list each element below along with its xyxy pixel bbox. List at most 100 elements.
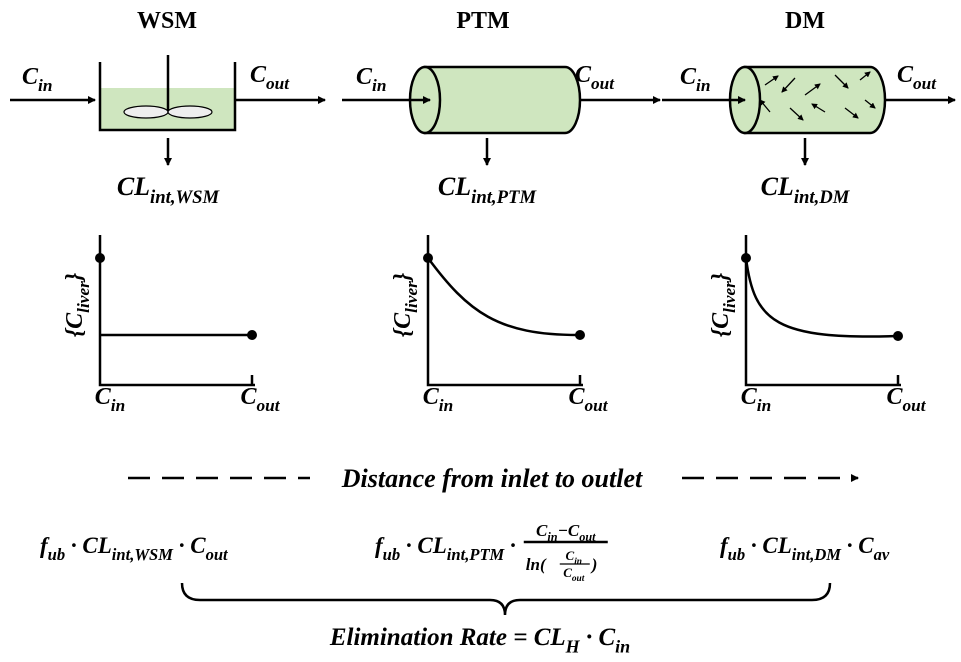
text-main: · CL bbox=[400, 533, 447, 558]
text-main: {C bbox=[390, 312, 416, 337]
axis-caption: Distance from inlet to outlet bbox=[341, 464, 643, 493]
text-main: {C bbox=[708, 312, 734, 337]
text-main: C bbox=[680, 64, 697, 90]
fraction-numerator: Cin−Cout bbox=[536, 521, 596, 544]
text-subscript: in bbox=[615, 637, 630, 657]
brace bbox=[180, 582, 832, 616]
text-subscript: out bbox=[572, 574, 585, 584]
text-subscript: int,PTM bbox=[447, 545, 506, 564]
model-title: PTM bbox=[456, 8, 509, 34]
text-subscript: ub bbox=[728, 545, 745, 564]
y-axis-label: {Cliver} bbox=[62, 272, 93, 337]
rate-formula: fub · CLint,PTM · bbox=[375, 533, 516, 564]
text-main: C bbox=[568, 384, 585, 410]
text-main: CL bbox=[438, 172, 471, 201]
text-main: · C bbox=[173, 533, 206, 558]
text-main: } bbox=[62, 272, 88, 283]
total-formula: Elimination Rate = CLH · Cin bbox=[329, 624, 630, 657]
text-subscript: int,WSM bbox=[112, 545, 174, 564]
text-subscript: int,DM bbox=[794, 187, 851, 208]
clearance-label: CLint,PTM bbox=[438, 172, 538, 208]
text-subscript: int,PTM bbox=[471, 187, 537, 208]
inner-denominator: Cout bbox=[563, 565, 585, 584]
text-subscript: liver bbox=[74, 281, 93, 313]
denominator-prefix: ln( bbox=[526, 555, 547, 574]
text-subscript: in bbox=[547, 530, 557, 544]
text-subscript: av bbox=[874, 545, 890, 564]
text-subscript: int,WSM bbox=[150, 187, 221, 208]
text-subscript: in bbox=[38, 76, 52, 95]
text-subscript: out bbox=[913, 74, 937, 93]
text-subscript: out bbox=[206, 545, 229, 564]
x-end-label: Cout bbox=[568, 384, 608, 415]
text-main: } bbox=[708, 272, 734, 283]
denominator-suffix: ) bbox=[590, 555, 598, 574]
text-subscript: H bbox=[565, 637, 581, 657]
text-subscript: out bbox=[902, 396, 926, 415]
text-main: f bbox=[720, 533, 730, 558]
text-main: C bbox=[536, 521, 548, 540]
text-subscript: out bbox=[266, 74, 290, 93]
text-subscript: in bbox=[111, 396, 125, 415]
graph-axes bbox=[426, 235, 583, 387]
text-main: C bbox=[575, 62, 592, 88]
text-main: C bbox=[741, 384, 758, 410]
text-main: C bbox=[886, 384, 903, 410]
concentration-curve bbox=[744, 257, 899, 338]
text-main: C bbox=[95, 384, 112, 410]
text-subscript: int,DM bbox=[792, 545, 842, 564]
text-main: CL bbox=[761, 172, 794, 201]
text-main: C bbox=[897, 62, 914, 88]
text-subscript: in bbox=[372, 76, 386, 95]
text-main: C bbox=[566, 548, 575, 563]
text-main: C bbox=[240, 384, 257, 410]
text-subscript: ub bbox=[383, 545, 400, 564]
inlet-label: Cin bbox=[22, 64, 52, 95]
text-subscript: in bbox=[696, 76, 710, 95]
outlet-label: Cout bbox=[897, 62, 937, 93]
text-main: Elimination Rate = CL bbox=[329, 624, 566, 651]
text-main: · CL bbox=[65, 533, 112, 558]
inlet-label: Cin bbox=[680, 64, 710, 95]
end-point bbox=[575, 330, 585, 340]
x-end-label: Cout bbox=[886, 384, 926, 415]
inner-numerator: Cin bbox=[566, 548, 582, 567]
model-title: DM bbox=[785, 8, 825, 34]
outlet-label: Cout bbox=[575, 62, 615, 93]
clearance-label: CLint,WSM bbox=[117, 172, 221, 208]
graph-axes bbox=[744, 235, 901, 387]
text-main: } bbox=[390, 272, 416, 283]
text-main: −C bbox=[558, 521, 580, 540]
text-subscript: in bbox=[439, 396, 453, 415]
graph-axes bbox=[98, 235, 255, 387]
end-point bbox=[247, 330, 257, 340]
outlet-label: Cout bbox=[250, 62, 290, 93]
text-main: C bbox=[250, 62, 267, 88]
text-main: C bbox=[22, 64, 39, 90]
text-main: · C bbox=[580, 624, 616, 651]
text-main: C bbox=[356, 64, 373, 90]
x-end-label: Cout bbox=[240, 384, 280, 415]
text-main: · C bbox=[841, 533, 874, 558]
inlet-label: Cin bbox=[356, 64, 386, 95]
x-start-label: Cin bbox=[95, 384, 125, 415]
text-main: C bbox=[423, 384, 440, 410]
text-subscript: out bbox=[256, 396, 280, 415]
text-main: · CL bbox=[745, 533, 792, 558]
end-point bbox=[893, 331, 903, 341]
x-start-label: Cin bbox=[741, 384, 771, 415]
dm-cylinder bbox=[728, 65, 887, 135]
text-main: CL bbox=[117, 172, 150, 201]
start-point bbox=[95, 253, 105, 263]
x-start-label: Cin bbox=[423, 384, 453, 415]
wsm-tank bbox=[98, 55, 237, 132]
text-subscript: liver bbox=[402, 281, 421, 313]
y-axis-label: {Cliver} bbox=[708, 272, 739, 337]
text-subscript: out bbox=[584, 396, 608, 415]
y-axis-label: {Cliver} bbox=[390, 272, 421, 337]
text-main: C bbox=[563, 565, 572, 580]
rate-formula: fub · CLint,WSM · Cout bbox=[40, 533, 229, 564]
text-subscript: out bbox=[579, 530, 596, 544]
text-main: f bbox=[40, 533, 50, 558]
